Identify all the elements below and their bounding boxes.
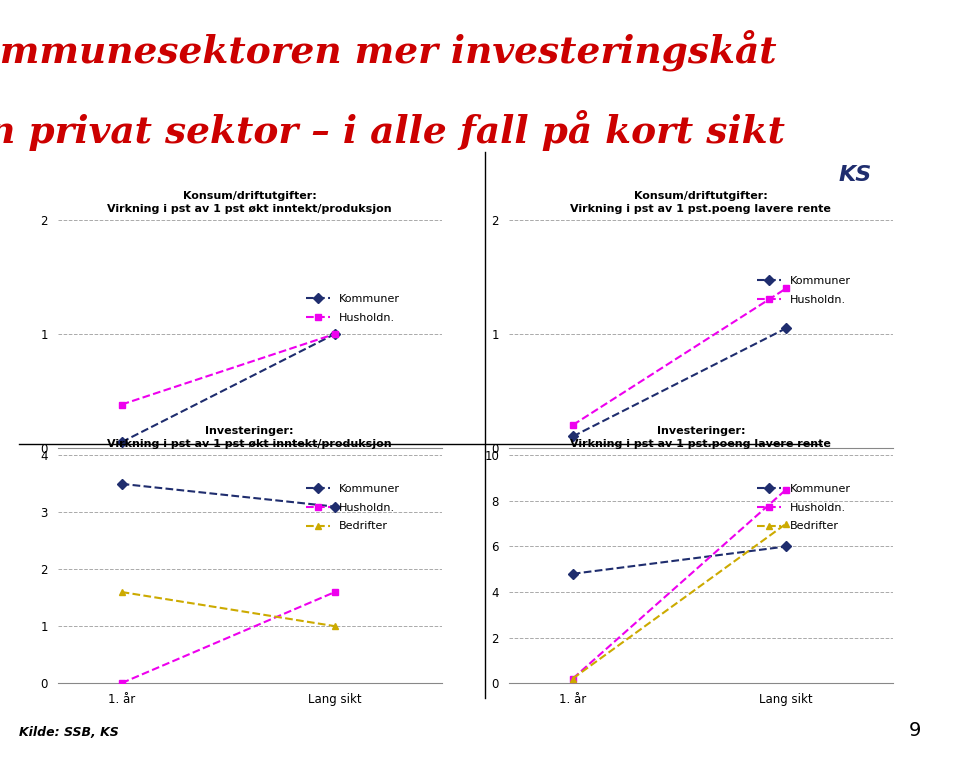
Text: Kommunesektoren mer investeringskåt: Kommunesektoren mer investeringskåt (0, 30, 778, 71)
Title: Konsum/driftutgifter:
Virkning i pst av 1 pst økt inntekt/produksjon: Konsum/driftutgifter: Virkning i pst av … (108, 191, 392, 214)
Title: Konsum/driftutgifter:
Virkning i pst av 1 pst.poeng lavere rente: Konsum/driftutgifter: Virkning i pst av … (570, 191, 831, 214)
Text: 9: 9 (909, 721, 922, 740)
Legend: Kommuner, Husholdn.: Kommuner, Husholdn. (753, 271, 855, 309)
Text: enn privat sektor – i alle fall på kort sikt: enn privat sektor – i alle fall på kort … (0, 110, 785, 151)
Legend: Kommuner, Husholdn., Bedrifter: Kommuner, Husholdn., Bedrifter (753, 479, 855, 536)
Text: KS: KS (839, 165, 873, 184)
Title: Investeringer:
Virkning i pst av 1 pst økt inntekt/produksjon: Investeringer: Virkning i pst av 1 pst ø… (108, 426, 392, 449)
Legend: Kommuner, Husholdn., Bedrifter: Kommuner, Husholdn., Bedrifter (301, 479, 404, 536)
Text: Kilde: SSB, KS: Kilde: SSB, KS (19, 726, 119, 739)
Legend: Kommuner, Husholdn.: Kommuner, Husholdn. (301, 289, 404, 327)
Title: Investeringer:
Virkning i pst av 1 pst.poeng lavere rente: Investeringer: Virkning i pst av 1 pst.p… (570, 426, 831, 449)
